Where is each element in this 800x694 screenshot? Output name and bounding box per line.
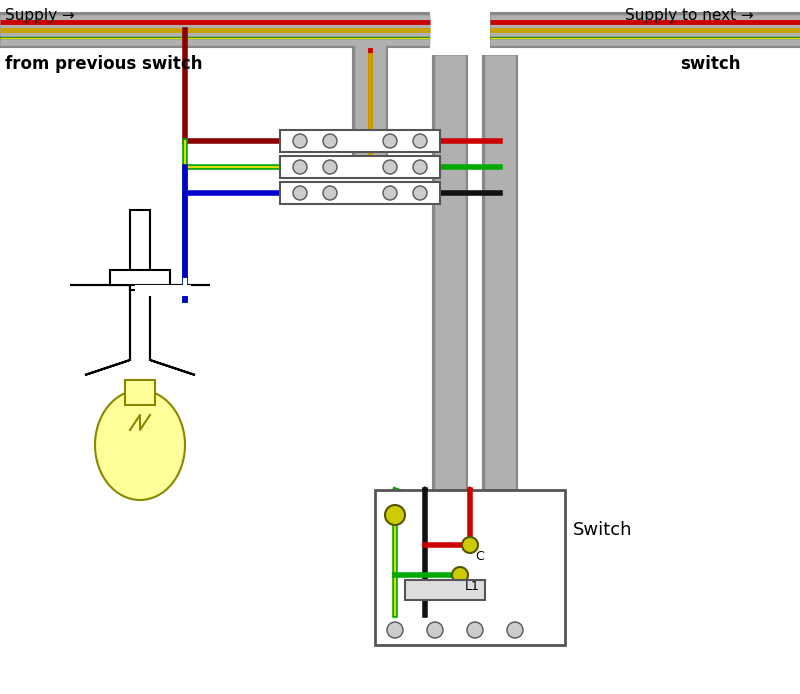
Bar (280, 156, 440, 178)
Circle shape (462, 537, 478, 553)
Text: Supply →: Supply → (5, 8, 74, 23)
Text: L1: L1 (465, 580, 480, 593)
Circle shape (387, 622, 403, 638)
Text: Switch: Switch (573, 521, 633, 539)
Circle shape (323, 160, 337, 174)
Circle shape (413, 186, 427, 200)
Circle shape (452, 567, 468, 583)
Bar (280, 130, 440, 152)
Circle shape (293, 160, 307, 174)
Text: Supply to next →: Supply to next → (625, 8, 754, 23)
Circle shape (293, 186, 307, 200)
Circle shape (323, 134, 337, 148)
Ellipse shape (95, 390, 185, 500)
Circle shape (383, 134, 397, 148)
Text: from previous switch: from previous switch (5, 55, 202, 73)
Bar (110, 270, 170, 285)
Circle shape (413, 160, 427, 174)
Circle shape (427, 622, 443, 638)
Bar (130, 210, 150, 290)
Circle shape (385, 505, 405, 525)
Text: C: C (475, 550, 484, 563)
Circle shape (507, 622, 523, 638)
Polygon shape (70, 285, 210, 375)
Circle shape (323, 186, 337, 200)
Text: switch: switch (680, 55, 741, 73)
Circle shape (413, 134, 427, 148)
Circle shape (383, 186, 397, 200)
Circle shape (293, 134, 307, 148)
Bar (405, 580, 485, 600)
Bar (125, 380, 155, 405)
Bar (280, 182, 440, 204)
Bar (375, 490, 565, 645)
Circle shape (383, 160, 397, 174)
Circle shape (467, 622, 483, 638)
